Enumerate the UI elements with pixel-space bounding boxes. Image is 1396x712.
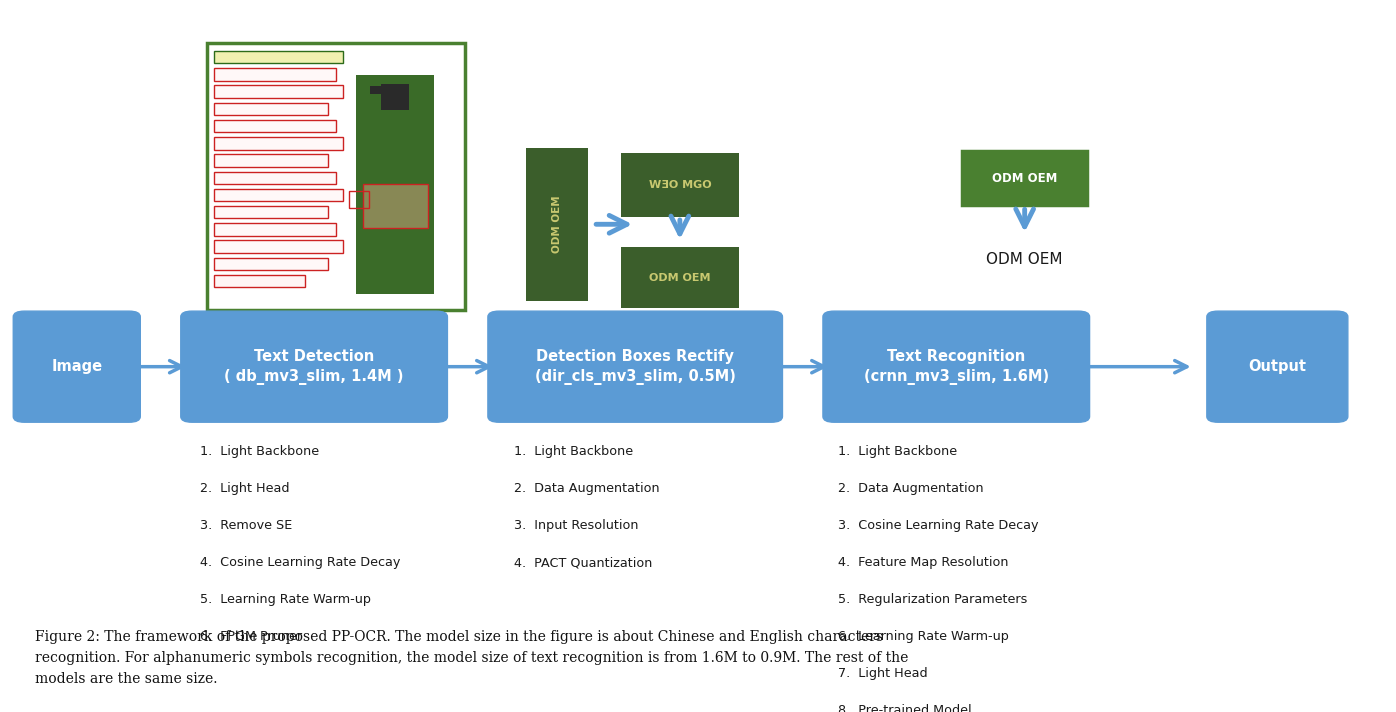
Bar xyxy=(962,152,1087,205)
Text: 3.  Remove SE: 3. Remove SE xyxy=(200,519,292,532)
Bar xyxy=(215,206,328,219)
Bar xyxy=(370,86,406,94)
Bar xyxy=(620,248,740,308)
Text: 1.  Light Backbone: 1. Light Backbone xyxy=(200,445,318,458)
FancyBboxPatch shape xyxy=(1206,311,1347,422)
Text: 8.  Pre-trained Model: 8. Pre-trained Model xyxy=(838,704,972,712)
Text: Text Recognition
(crnn_mv3_slim, 1.6M): Text Recognition (crnn_mv3_slim, 1.6M) xyxy=(864,349,1048,384)
Text: 1.  Light Backbone: 1. Light Backbone xyxy=(514,445,632,458)
Text: Text Detection
( db_mv3_slim, 1.4M ): Text Detection ( db_mv3_slim, 1.4M ) xyxy=(225,349,403,384)
FancyBboxPatch shape xyxy=(824,311,1089,422)
Text: 6.  Learning Rate Warm-up: 6. Learning Rate Warm-up xyxy=(838,630,1008,643)
Text: 2.  Light Head: 2. Light Head xyxy=(200,482,289,495)
Bar xyxy=(215,172,335,184)
Bar xyxy=(215,137,343,150)
Bar xyxy=(215,103,328,115)
Text: 5.  Regularization Parameters: 5. Regularization Parameters xyxy=(838,593,1027,606)
Text: 2.  Data Augmentation: 2. Data Augmentation xyxy=(838,482,983,495)
Bar xyxy=(215,258,328,270)
Text: 3.  Cosine Learning Rate Decay: 3. Cosine Learning Rate Decay xyxy=(838,519,1039,532)
Bar xyxy=(215,224,335,236)
Text: 4.  Cosine Learning Rate Decay: 4. Cosine Learning Rate Decay xyxy=(200,556,401,569)
Bar xyxy=(349,191,370,208)
Text: 1.  Light Backbone: 1. Light Backbone xyxy=(838,445,956,458)
Bar xyxy=(215,275,304,288)
FancyBboxPatch shape xyxy=(14,311,140,422)
FancyBboxPatch shape xyxy=(181,311,447,422)
Bar xyxy=(215,120,335,132)
Text: 4.  PACT Quantization: 4. PACT Quantization xyxy=(514,556,652,569)
Bar xyxy=(356,75,434,294)
Text: 6.  FPGM Pruner: 6. FPGM Pruner xyxy=(200,630,302,643)
FancyBboxPatch shape xyxy=(489,311,782,422)
Text: Figure 2: The framework of the proposed PP-OCR. The model size in the figure is : Figure 2: The framework of the proposed … xyxy=(35,630,909,686)
Text: 4.  Feature Map Resolution: 4. Feature Map Resolution xyxy=(838,556,1008,569)
Bar xyxy=(215,189,343,201)
Bar xyxy=(215,155,328,167)
Text: 2.  Data Augmentation: 2. Data Augmentation xyxy=(514,482,659,495)
Bar xyxy=(620,153,740,217)
Bar xyxy=(381,83,409,110)
Text: 3.  Input Resolution: 3. Input Resolution xyxy=(514,519,638,532)
Text: WƎO MGO: WƎO MGO xyxy=(649,180,711,190)
Text: Output: Output xyxy=(1248,359,1307,375)
Bar xyxy=(215,241,343,253)
Text: 7.  Light Head: 7. Light Head xyxy=(838,667,927,680)
Text: 5.  Learning Rate Warm-up: 5. Learning Rate Warm-up xyxy=(200,593,370,606)
Text: ODM OEM: ODM OEM xyxy=(987,252,1062,268)
Bar xyxy=(363,184,427,228)
Text: Detection Boxes Rectify
(dir_cls_mv3_slim, 0.5M): Detection Boxes Rectify (dir_cls_mv3_sli… xyxy=(535,349,736,384)
Bar xyxy=(215,68,335,80)
Bar xyxy=(215,85,343,98)
Bar xyxy=(215,51,343,63)
Text: Image: Image xyxy=(52,359,102,375)
Text: ODM OEM: ODM OEM xyxy=(551,196,563,253)
Bar xyxy=(207,43,465,310)
Bar xyxy=(525,148,589,300)
Text: ODM OEM: ODM OEM xyxy=(993,172,1057,184)
Text: ODM OEM: ODM OEM xyxy=(649,273,711,283)
